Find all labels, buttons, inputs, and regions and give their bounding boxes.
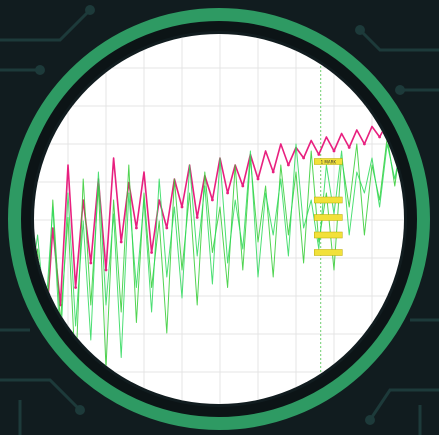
series-point (135, 226, 138, 230)
series-point (332, 149, 336, 153)
series-point (211, 198, 214, 202)
series-point (165, 226, 169, 230)
lens-inner-ring (21, 21, 417, 417)
series-point (256, 177, 260, 181)
series-point (104, 268, 108, 272)
series-point (347, 146, 351, 149)
series-point (363, 142, 366, 146)
series-point (119, 240, 123, 244)
circuit-pad (355, 25, 365, 35)
circuit-pad (395, 85, 405, 95)
marker-annotations: 1 MARK (314, 158, 343, 256)
series-point (317, 153, 321, 156)
series-line-2 (34, 122, 404, 376)
circuit-trace (368, 388, 439, 421)
series-point (378, 135, 381, 139)
marker-annotation-box (314, 158, 343, 165)
series-point (74, 286, 77, 289)
marker-annotation-box (314, 249, 343, 256)
circuit-pad (75, 405, 85, 415)
series-point (287, 163, 290, 167)
series-point (180, 205, 184, 209)
series-point (150, 251, 154, 254)
circuit-pad (35, 65, 45, 75)
series-point (302, 156, 305, 160)
series-point (241, 184, 245, 188)
circuit-trace (358, 28, 439, 52)
marker-annotation-box (314, 231, 343, 239)
marker-annotation-label: 1 MARK (321, 159, 337, 164)
marker-annotation-box (314, 196, 343, 204)
series-point (89, 261, 93, 265)
series-point (271, 170, 275, 174)
series-point (195, 216, 199, 219)
lens-outer-ring (8, 8, 430, 430)
circuit-trace-background (0, 5, 439, 435)
circuit-trace (0, 8, 92, 42)
plot-area: 1 MARK 1 MARK (34, 34, 412, 404)
series-line-3 (34, 129, 404, 358)
circuit-pad (365, 415, 375, 425)
circuit-trace (0, 378, 82, 412)
series-lines (34, 111, 412, 376)
series-point (226, 191, 230, 195)
marker-annotation-box (314, 214, 343, 221)
circuit-pad (85, 5, 95, 15)
series-point (409, 111, 412, 114)
